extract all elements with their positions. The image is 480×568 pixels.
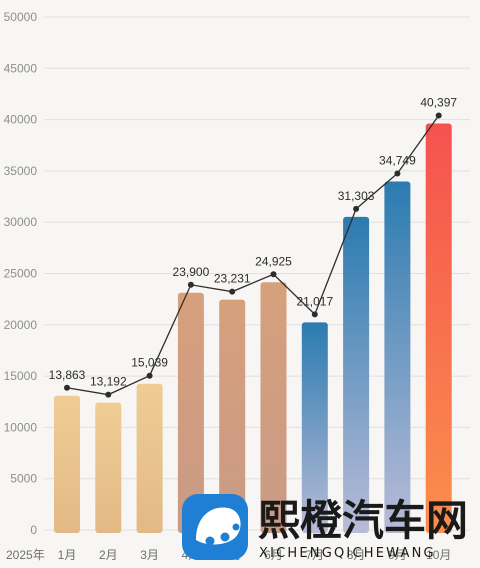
watermark-brand-pinyin: XICHENGQICHEWANG bbox=[259, 546, 436, 561]
watermark-logo bbox=[182, 494, 248, 560]
bar bbox=[301, 322, 328, 533]
line-point bbox=[353, 205, 360, 212]
data-label: 21,017 bbox=[296, 294, 333, 308]
x-tick-label: 8月 bbox=[347, 548, 366, 562]
bar bbox=[219, 299, 246, 533]
y-tick-label: 0 bbox=[30, 523, 37, 537]
data-label: 24,925 bbox=[255, 254, 292, 268]
data-label: 23,900 bbox=[173, 265, 210, 279]
y-tick-label: 10000 bbox=[4, 420, 38, 434]
line-point bbox=[311, 311, 318, 318]
data-label: 34,749 bbox=[379, 153, 416, 167]
trend-line bbox=[64, 112, 442, 398]
y-tick-label: 20000 bbox=[4, 318, 38, 332]
data-label: 13,863 bbox=[49, 368, 86, 382]
y-tick-label: 35000 bbox=[4, 164, 38, 178]
y-tick-label: 30000 bbox=[4, 215, 38, 229]
watermark: 熙橙汽车网 XICHENGQICHEWANG bbox=[182, 494, 468, 561]
data-label: 13,192 bbox=[90, 375, 127, 389]
watermark-brand-name: 熙橙汽车网 bbox=[258, 496, 468, 545]
data-label: 40,397 bbox=[420, 96, 457, 110]
x-tick-label: 1月 bbox=[58, 548, 77, 562]
y-tick-label: 45000 bbox=[4, 61, 38, 75]
x-tick-label: 9月 bbox=[388, 548, 407, 562]
bar bbox=[425, 123, 452, 533]
data-label: 31,303 bbox=[338, 189, 375, 203]
bar bbox=[260, 282, 287, 533]
line-point bbox=[187, 281, 194, 288]
x-tick-label: 7月 bbox=[305, 548, 324, 562]
y-tick-label: 50000 bbox=[4, 10, 38, 24]
line-point bbox=[105, 391, 112, 398]
bar bbox=[95, 402, 122, 533]
bar bbox=[343, 216, 370, 533]
line-point bbox=[146, 372, 153, 379]
line-point bbox=[270, 271, 277, 278]
line-point bbox=[435, 112, 442, 119]
series-line bbox=[66, 115, 440, 396]
x-tick-label: 10月 bbox=[426, 548, 451, 562]
x-tick-label: 3月 bbox=[140, 548, 159, 562]
bar bbox=[136, 383, 163, 533]
data-labels: 13,863 13,192 15,039 23,900 23,231 24,925 21,0… bbox=[49, 96, 458, 389]
y-axis-ticks: 0 5000 10000 15000 20000 25000 30000 35000 40000… bbox=[4, 10, 38, 537]
bars bbox=[54, 123, 452, 533]
bar bbox=[384, 181, 411, 533]
y-tick-label: 40000 bbox=[4, 113, 38, 127]
y-tick-label: 5000 bbox=[10, 472, 37, 486]
data-label: 15,039 bbox=[131, 356, 168, 370]
bar bbox=[54, 395, 80, 533]
x-tick-label: 6月 bbox=[264, 548, 283, 562]
x-tick-label: 2月 bbox=[99, 548, 118, 562]
line-point bbox=[229, 288, 236, 295]
bar bbox=[177, 292, 204, 533]
y-tick-label: 15000 bbox=[4, 369, 38, 383]
line-point bbox=[394, 170, 401, 177]
year-label: 2025年 bbox=[6, 548, 45, 562]
y-tick-label: 25000 bbox=[4, 267, 38, 281]
line-point bbox=[64, 384, 70, 391]
data-label: 23,231 bbox=[214, 272, 251, 286]
